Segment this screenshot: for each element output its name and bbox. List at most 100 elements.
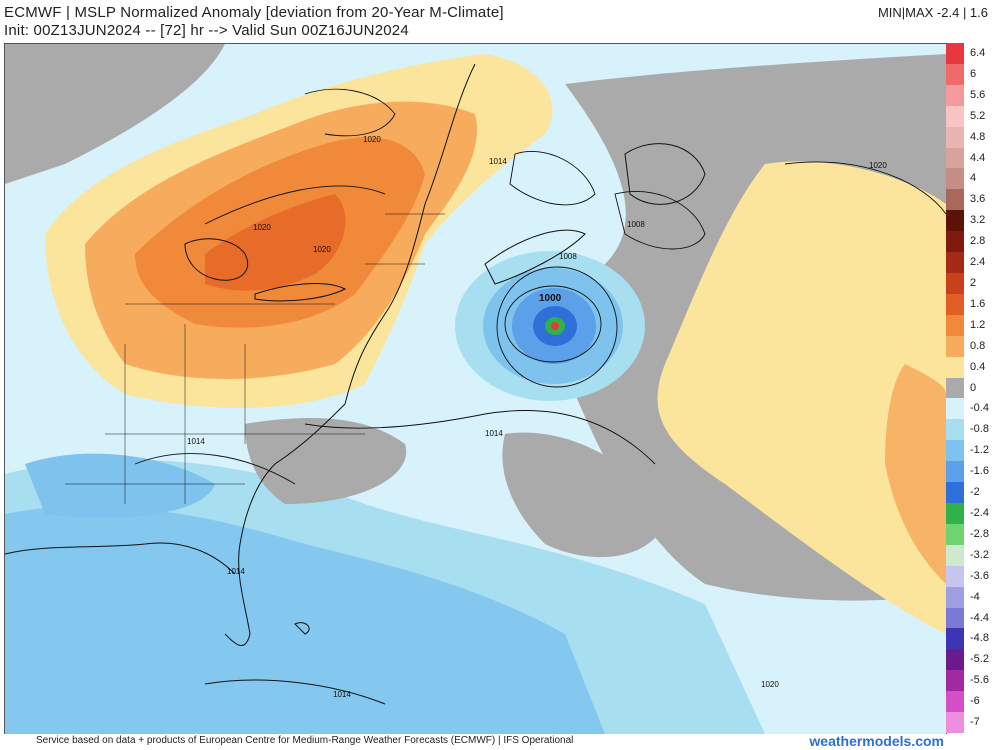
legend-entry: 6 xyxy=(946,63,1000,85)
gray-zero-west xyxy=(5,44,225,184)
legend-label: -2.8 xyxy=(970,527,989,540)
legend-entry: 5.2 xyxy=(946,105,1000,127)
legend-label: -1.6 xyxy=(970,465,989,478)
legend-label: -1.2 xyxy=(970,444,989,457)
contour-label: 1020 xyxy=(363,135,381,144)
legend-entry: 2 xyxy=(946,273,1000,294)
legend-swatch xyxy=(946,63,964,85)
legend-swatch xyxy=(946,126,964,148)
cuba-outline xyxy=(204,679,386,705)
legend-swatch xyxy=(946,356,964,378)
legend-label: -4.4 xyxy=(970,611,989,624)
yellow-anomaly-atlantic xyxy=(657,161,946,634)
header: ECMWF | MSLP Normalized Anomaly [deviati… xyxy=(0,0,1000,42)
legend-swatch xyxy=(946,628,964,650)
low-anomaly-center xyxy=(551,322,559,330)
legend-label: 0.8 xyxy=(970,339,986,352)
data-credit: Service based on data + products of Euro… xyxy=(36,735,574,746)
lake-erie-outline xyxy=(254,283,347,302)
contour-label: 1020 xyxy=(869,161,887,170)
legend-label: -4 xyxy=(970,590,980,603)
legend-label: -4.8 xyxy=(970,632,989,645)
brand-link[interactable]: weathermodels.com xyxy=(809,733,944,749)
coastlines xyxy=(5,63,706,705)
legend-entry: -7 xyxy=(946,712,1000,733)
legend-label: 1.2 xyxy=(970,318,986,331)
legend-entry: -4.4 xyxy=(946,607,1000,629)
bahamas-outline xyxy=(294,622,310,635)
legend-entry: -3.6 xyxy=(946,565,1000,587)
legend-label: 2.8 xyxy=(970,235,986,248)
legend-swatch xyxy=(946,565,964,587)
legend-label: -2 xyxy=(970,486,980,499)
legend-label: 3.2 xyxy=(970,214,986,227)
contour-label: 1020 xyxy=(313,245,331,254)
legend-swatch xyxy=(946,544,964,566)
legend-entry: -5.6 xyxy=(946,670,1000,692)
legend-swatch xyxy=(946,607,964,629)
legend-entry: 1.6 xyxy=(946,293,1000,315)
legend-entry: -2.8 xyxy=(946,523,1000,545)
isobars xyxy=(134,88,946,485)
legend-swatch xyxy=(946,210,964,232)
legend-swatch xyxy=(946,461,964,483)
nova-scotia-outline xyxy=(484,229,586,285)
legend-swatch xyxy=(946,419,964,441)
isobar-1000 xyxy=(504,285,602,363)
legend-swatch xyxy=(946,43,964,64)
contour-label: 1000 xyxy=(539,293,562,304)
contour-label: 1020 xyxy=(253,223,271,232)
legend-entry: -2 xyxy=(946,482,1000,503)
isobar-1008 xyxy=(496,266,618,388)
contour-label: 1014 xyxy=(187,437,205,446)
legend-swatch xyxy=(946,335,964,357)
contour-label: 1020 xyxy=(761,680,779,689)
isobar-1014-coast xyxy=(304,410,656,465)
gray-zero-mid-atlantic xyxy=(502,432,665,558)
legend-label: -3.2 xyxy=(970,548,989,561)
legend-swatch xyxy=(946,398,964,420)
legend-swatch xyxy=(946,440,964,462)
east-coast-outline xyxy=(224,63,476,646)
map-canvas: 1020 1020 1020 1014 1008 1008 1000 1014 … xyxy=(5,44,946,734)
legend-swatch xyxy=(946,273,964,294)
legend-label: 2.4 xyxy=(970,256,986,269)
legend-entry: 4.8 xyxy=(946,126,1000,148)
legend-swatch xyxy=(946,105,964,127)
newfoundland-outline xyxy=(624,143,706,205)
gray-zero-southeast-coast xyxy=(245,418,407,504)
legend-label: -7 xyxy=(970,716,980,729)
color-legend: 6.4 6 5.6 5.2 4.8 4.4 4 3.6 3.2 2.8 2.4 2 1.6 1.2 0.8 0… xyxy=(946,43,1000,733)
state-borders xyxy=(65,213,445,504)
contour-label: 1014 xyxy=(227,567,245,576)
legend-label: 5.2 xyxy=(970,109,986,122)
legend-label: -2.4 xyxy=(970,507,989,519)
legend-swatch xyxy=(946,691,964,713)
legend-entry: -2.4 xyxy=(946,503,1000,524)
isobar-1014-south xyxy=(134,453,296,485)
footer: Service based on data + products of Euro… xyxy=(0,733,1000,750)
legend-entry: 0.8 xyxy=(946,335,1000,357)
blue-anomaly-gulf xyxy=(25,453,215,518)
legend-entry: 1.2 xyxy=(946,314,1000,336)
orange-anomaly-atlantic xyxy=(885,364,946,584)
legend-entry: -0.8 xyxy=(946,419,1000,441)
isobar-1020-east xyxy=(784,161,946,215)
legend-entry: -6 xyxy=(946,691,1000,713)
anomaly-map[interactable]: 1020 1020 1020 1014 1008 1008 1000 1014 … xyxy=(4,43,947,735)
legend-entry: 3.2 xyxy=(946,210,1000,232)
legend-label: -0.8 xyxy=(970,423,989,436)
legend-entry: 2.4 xyxy=(946,252,1000,273)
blue-anomaly-deep-south xyxy=(5,505,605,734)
gulf-coast-outline xyxy=(5,542,236,575)
legend-swatch xyxy=(946,586,964,608)
legend-label: -5.6 xyxy=(970,674,989,687)
legend-entry: -1.2 xyxy=(946,440,1000,462)
legend-label: 4.4 xyxy=(970,151,986,164)
legend-label: -6 xyxy=(970,695,980,708)
legend-label: 6.4 xyxy=(970,47,986,59)
legend-swatch xyxy=(946,712,964,733)
legend-label: 4.8 xyxy=(970,130,986,143)
legend-swatch xyxy=(946,293,964,315)
contour-label: 1014 xyxy=(489,157,507,166)
